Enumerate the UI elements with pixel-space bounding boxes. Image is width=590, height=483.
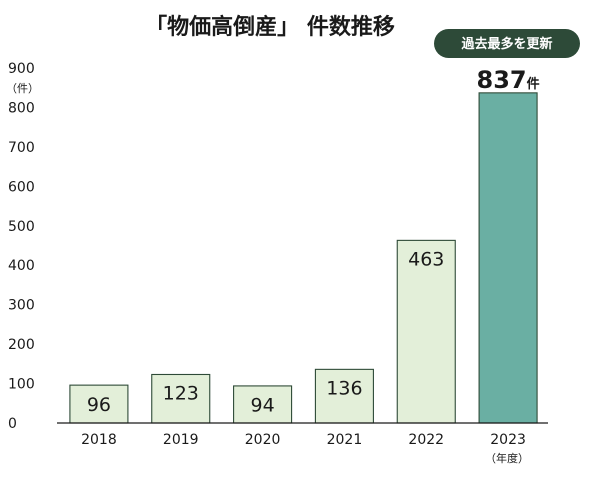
bar-2022 (396, 239, 456, 424)
x-tick-label: 2020 (245, 432, 281, 448)
y-tick-label: 400 (8, 258, 35, 274)
record-badge: 過去最多を更新 (434, 29, 580, 58)
chart-title: 「物価高倒産」 件数推移 (145, 14, 395, 40)
y-tick-label: 0 (8, 416, 17, 432)
x-axis-ticks: 2018 2019 2020 2021 2022 2023 (81, 432, 526, 448)
y-tick-label: 700 (8, 140, 35, 156)
bar-2021 (314, 368, 374, 424)
bar-2018 (69, 384, 129, 424)
x-tick-label: 2019 (163, 432, 199, 448)
bars (69, 92, 538, 424)
bar-value-label: 837件 (477, 66, 540, 94)
y-tick-label: 500 (8, 219, 35, 235)
y-tick-label: 300 (8, 298, 35, 314)
x-tick-label: 2018 (81, 432, 117, 448)
bar-value-label: 463 (408, 248, 444, 270)
y-tick-label: 600 (8, 179, 35, 195)
y-tick-label: 800 (8, 100, 35, 116)
x-axis-unit: （年度） (485, 451, 529, 465)
y-tick-label: 100 (8, 377, 35, 393)
highlight-unit: 件 (527, 76, 540, 92)
record-badge-background (434, 29, 580, 58)
y-axis-ticks: 0 100 200 300 400 500 600 700 800 900 (8, 61, 35, 432)
x-tick-label: 2022 (408, 432, 444, 448)
bar-value-label: 96 (87, 394, 111, 416)
bar-value-label: 136 (326, 377, 362, 399)
bar-2020 (233, 385, 293, 424)
bar-value-label: 94 (250, 394, 274, 416)
bar-2023 (478, 92, 538, 424)
bar-value-label: 123 (163, 382, 199, 404)
y-axis-unit: （件） (6, 82, 39, 95)
y-tick-label: 900 (8, 61, 35, 77)
highlight-value: 837 (477, 66, 527, 94)
x-tick-label: 2023 (490, 432, 526, 448)
x-tick-label: 2021 (327, 432, 363, 448)
bar-value-labels: 96 123 94 136 463 837件 (87, 66, 540, 417)
y-tick-label: 200 (8, 337, 35, 353)
record-badge-label: 過去最多を更新 (460, 36, 552, 52)
